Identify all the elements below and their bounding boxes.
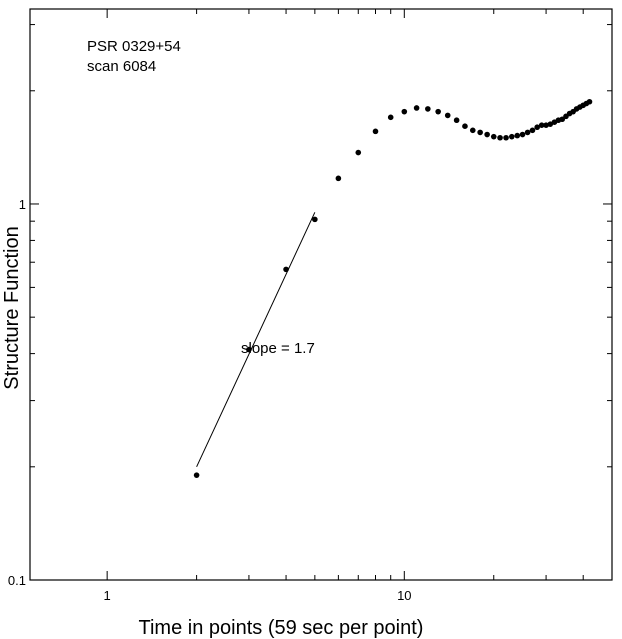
data-point (435, 108, 441, 115)
data-point (519, 131, 526, 138)
data-point (477, 129, 483, 136)
data-point (514, 132, 521, 139)
data-point (462, 123, 468, 130)
data-point (586, 98, 593, 105)
plot-frame (29, 8, 613, 581)
axis-tick-labels: 1 10 0.1 1 (8, 197, 412, 603)
data-points (193, 98, 593, 478)
data-point (543, 122, 549, 128)
data-point (413, 105, 420, 111)
data-point (538, 122, 545, 128)
data-point (387, 114, 394, 121)
x-tick-label: 1 (104, 588, 111, 603)
data-point (453, 117, 460, 124)
data-point (425, 106, 431, 112)
data-point (529, 127, 536, 134)
annotation-psr: PSR 0329+54 (87, 38, 181, 55)
fit-slope-label: slope = 1.7 (241, 340, 315, 357)
data-point (503, 134, 509, 141)
data-point (372, 128, 379, 135)
x-tick-label: 10 (397, 588, 411, 603)
y-tick-label: 1 (19, 197, 26, 212)
x-axis-label: Time in points (59 sec per point) (139, 617, 424, 639)
data-point (524, 129, 531, 136)
annotation-scan: scan 6084 (87, 58, 156, 75)
y-tick-label: 0.1 (8, 573, 26, 588)
axis-ticks (30, 9, 613, 581)
data-point (355, 149, 362, 156)
data-point (246, 346, 252, 353)
data-point (497, 134, 503, 141)
data-point (469, 127, 476, 134)
data-point (401, 108, 408, 115)
data-point (490, 133, 497, 140)
data-point (335, 175, 342, 182)
fit-line (196, 212, 316, 468)
data-point (312, 216, 318, 223)
y-axis-label: Structure Function (1, 226, 23, 389)
data-point (444, 112, 451, 119)
data-point (534, 124, 540, 131)
data-point (484, 131, 490, 138)
data-point (193, 472, 200, 478)
data-point (283, 266, 289, 273)
data-point (508, 133, 515, 140)
